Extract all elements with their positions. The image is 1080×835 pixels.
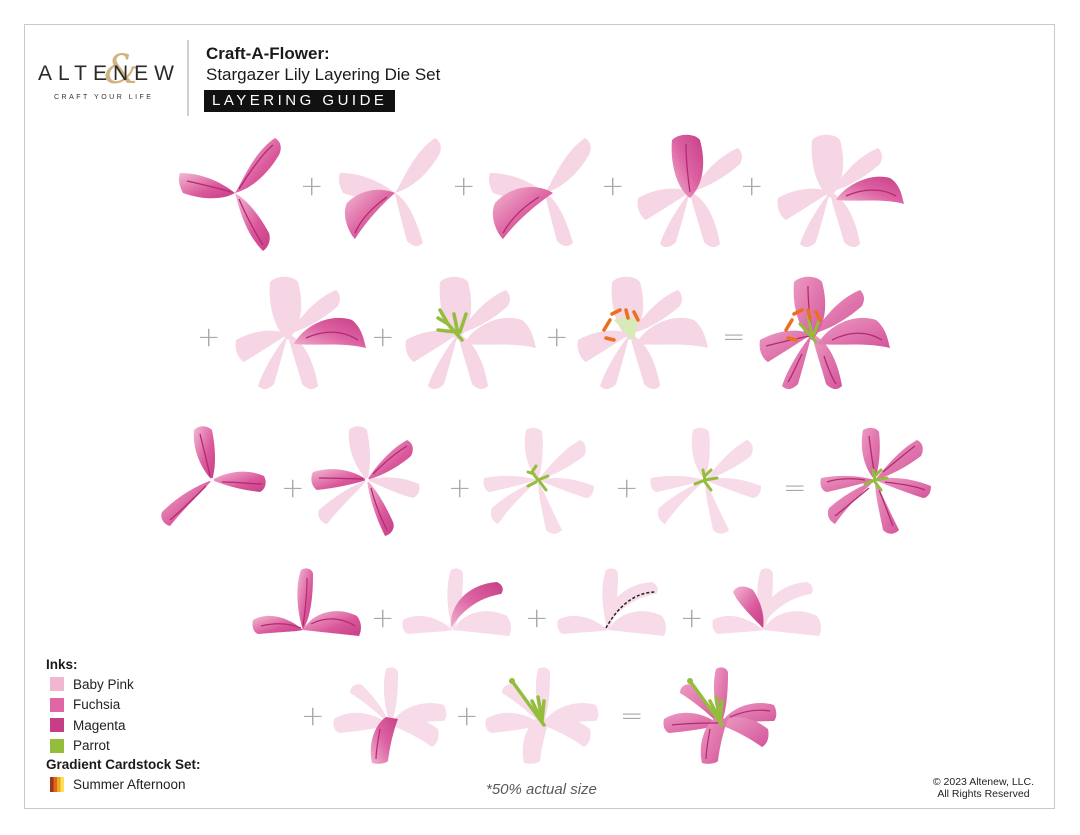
plus-operator: +	[197, 320, 221, 353]
profile-curled-petal-image	[402, 568, 511, 636]
orange-anthers-added-image	[577, 276, 708, 390]
top-petal-added-image	[637, 134, 742, 248]
second-petal-layer-image	[311, 426, 420, 536]
completed-lily-front-view-image	[820, 427, 931, 534]
layering-guide-badge: LAYERING GUIDE	[204, 90, 396, 112]
plus-operator: +	[615, 471, 639, 504]
completed-lily-profile-image	[663, 667, 777, 764]
plus-operator: +	[525, 601, 549, 634]
profile-base-petals-image	[252, 568, 361, 636]
plus-operator: +	[281, 471, 305, 504]
pale-layer-with-stamen-image	[483, 427, 594, 534]
plus-operator: +	[455, 699, 479, 732]
equals-operator: =	[783, 471, 807, 504]
completed-lily-side-view-image	[759, 276, 890, 390]
equals-operator: =	[722, 320, 746, 353]
plus-operator: +	[300, 169, 324, 202]
scale-note: *50% actual size	[486, 781, 597, 798]
ink-parrot: Parrot	[46, 736, 201, 757]
right-petal-shaded-image	[235, 276, 366, 390]
ink-magenta: Magenta	[46, 715, 201, 736]
left-petal-shaded-image	[488, 138, 591, 247]
parrot-swatch-icon	[50, 738, 64, 753]
fuchsia-swatch-icon	[50, 697, 64, 712]
three-petal-base-front-image	[161, 426, 266, 526]
plus-operator: +	[452, 169, 476, 202]
ink-baby-pink: Baby Pink	[46, 674, 201, 695]
plus-operator: +	[371, 320, 395, 353]
cardstock-summer-afternoon: Summer Afternoon	[46, 774, 201, 795]
profile-fold-line-image	[557, 568, 666, 636]
pale-layer-rotated-stamen-image	[650, 427, 761, 534]
baby-pink-swatch-icon	[50, 677, 64, 692]
page-title: Craft-A-Flower:	[206, 44, 330, 63]
three-petal-layer-image	[178, 138, 281, 251]
ink-fuchsia: Fuchsia	[46, 695, 201, 716]
profile-green-stamen-image	[485, 667, 599, 764]
gradient-swatch-icon	[50, 776, 64, 792]
page-frame	[24, 24, 1055, 809]
right-petal-added-image	[777, 134, 904, 248]
plus-operator: +	[301, 699, 325, 732]
profile-left-petal-image	[712, 568, 821, 636]
copyright: © 2023 Altenew, LLC. All Rights Reserved	[932, 776, 1034, 800]
page-subtitle: Stargazer Lily Layering Die Set	[206, 65, 441, 84]
magenta-swatch-icon	[50, 718, 64, 733]
plus-operator: +	[448, 471, 472, 504]
header-divider	[187, 40, 189, 116]
cardstock-heading: Gradient Cardstock Set:	[46, 757, 201, 772]
brand-name: ALTENEW	[38, 62, 180, 85]
materials-legend: Inks: Baby Pink Fuchsia Magenta Parrot G…	[46, 657, 201, 795]
plus-operator: +	[545, 320, 569, 353]
altenew-logo: & ALTENEW CRAFT YOUR LIFE	[38, 50, 178, 110]
plus-operator: +	[371, 601, 395, 634]
plus-operator: +	[601, 169, 625, 202]
plus-operator: +	[680, 601, 704, 634]
lower-left-petal-added-image	[338, 138, 441, 247]
green-stamen-added-image	[405, 276, 536, 390]
plus-operator: +	[740, 169, 764, 202]
profile-front-petal-image	[333, 667, 447, 764]
ampersand-logo-icon: &	[104, 47, 140, 93]
brand-tagline: CRAFT YOUR LIFE	[54, 94, 154, 101]
equals-operator: =	[620, 699, 644, 732]
inks-heading: Inks:	[46, 657, 78, 672]
